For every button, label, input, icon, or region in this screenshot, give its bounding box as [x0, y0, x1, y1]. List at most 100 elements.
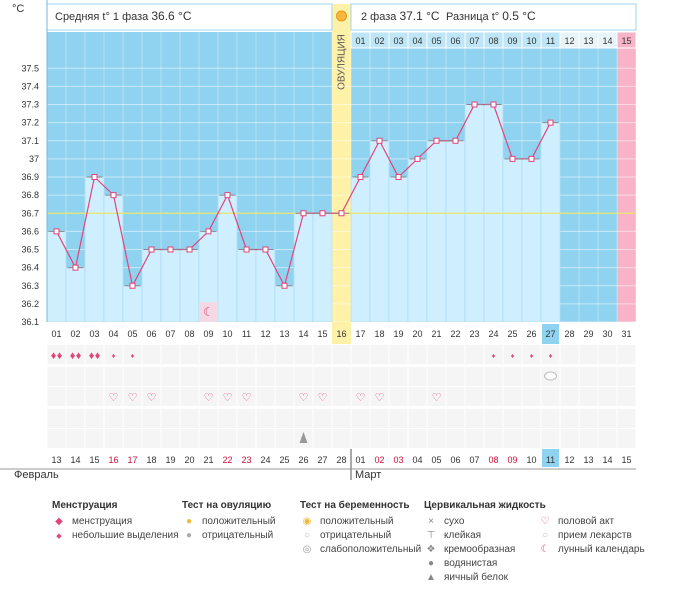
y-tick-label: 36.2 [21, 299, 39, 309]
temperature-bar [407, 158, 428, 323]
month-label-feb: Февраль [14, 469, 59, 481]
temperature-point [72, 264, 79, 271]
y-tick-label: 37.5 [21, 63, 39, 73]
symbol-cell [332, 387, 351, 406]
y-tick-label: 36.5 [21, 245, 39, 255]
y-tick-label: 36.6 [21, 226, 39, 236]
top-day-label: 02 [374, 36, 384, 46]
date-label: 25 [279, 455, 289, 465]
temperature-point [395, 174, 402, 180]
symbol-cell [66, 367, 85, 386]
date-label: 03 [393, 455, 403, 465]
symbol-cell [66, 387, 85, 406]
sun-icon [336, 10, 347, 22]
symbol-cell [389, 345, 408, 364]
date-label: 13 [51, 455, 61, 465]
spotting-drop-icon: ♦ [492, 353, 496, 360]
symbol-cell [199, 345, 218, 364]
temperature-point [91, 174, 98, 180]
symbol-cell [446, 387, 465, 406]
menstruation-drop-icon: ♦ [51, 350, 57, 362]
symbol-cell [503, 409, 522, 428]
spotting-drop-icon: ♦ [530, 353, 534, 360]
symbol-cell [256, 345, 275, 364]
symbol-cell [47, 387, 66, 406]
cycle-day-label: 26 [526, 329, 536, 339]
temperature-point [357, 174, 364, 180]
creamy-icon: ❖ [426, 544, 436, 555]
temperature-bar [179, 249, 200, 323]
cycle-day-label: 13 [279, 329, 289, 339]
heart-icon: ♡ [204, 392, 214, 404]
cycle-day-label: 01 [51, 329, 61, 339]
temperature-point [433, 137, 440, 144]
symbol-cell [218, 367, 237, 386]
symbol-cell [294, 345, 313, 364]
cycle-day-label: 10 [222, 329, 232, 339]
temperature-point [319, 210, 326, 217]
symbol-cell [237, 429, 256, 448]
symbol-cell [199, 409, 218, 428]
symbol-cell [427, 387, 446, 406]
legend-title: Цервикальная жидкость [424, 500, 546, 511]
pill-icon: ○ [541, 530, 549, 541]
temperature-point [167, 246, 174, 253]
moon-icon: ☾ [540, 544, 550, 555]
symbol-cell [446, 409, 465, 428]
symbol-cell [199, 429, 218, 448]
symbol-cell [389, 409, 408, 428]
top-day-label: 04 [412, 36, 422, 46]
temperature-bar [255, 249, 276, 323]
symbol-cell [408, 409, 427, 428]
sun-positive-icon: ● [185, 516, 193, 527]
symbol-cell [275, 387, 294, 406]
y-tick-label: 36.1 [21, 317, 39, 327]
heart-icon: ♡ [223, 392, 233, 404]
symbol-cell [237, 387, 256, 406]
date-label: 09 [507, 455, 517, 465]
date-label: 15 [621, 455, 631, 465]
symbol-cell [503, 387, 522, 406]
current-date-cell [542, 449, 559, 467]
symbol-cell [598, 387, 617, 406]
cycle-day-label: 07 [165, 329, 175, 339]
symbol-cell [579, 387, 598, 406]
top-day-label: 15 [621, 36, 631, 46]
symbol-cell [218, 409, 237, 428]
spotting-drop-icon: ♦ [511, 353, 515, 360]
symbol-cell [617, 429, 636, 448]
symbol-cell [370, 429, 389, 448]
sun-negative-icon: ● [185, 530, 193, 541]
symbol-cell [294, 367, 313, 386]
temperature-bar [426, 140, 447, 323]
date-label: 17 [127, 455, 137, 465]
temperature-bar [84, 176, 105, 323]
symbol-cell [617, 345, 636, 364]
date-label: 20 [184, 455, 194, 465]
temperature-bar [350, 176, 371, 323]
cycle-day-label: 08 [184, 329, 194, 339]
symbol-cell [85, 387, 104, 406]
eggwhite-icon [299, 432, 308, 443]
y-tick-label: 36.3 [21, 281, 39, 291]
heart-icon: ♡ [375, 392, 385, 404]
cycle-day-label: 27 [545, 329, 555, 339]
temperature-point [300, 210, 307, 217]
top-day-label: 08 [488, 36, 498, 46]
symbol-cell [484, 345, 503, 364]
test-positive-icon: ◉ [302, 516, 312, 527]
dry-icon: × [428, 516, 434, 527]
legend-other: ♡ половой акт ○ прием лекарств ☾ лунный кал… [538, 515, 645, 557]
symbol-cell [85, 367, 104, 386]
symbol-cell [237, 367, 256, 386]
sticky-icon: ⊤ [426, 530, 436, 541]
cycle-day-label: 14 [298, 329, 308, 339]
test-weak-icon: ◎ [302, 544, 312, 555]
symbol-cell [446, 345, 465, 364]
symbol-cell [85, 429, 104, 448]
cycle-day-label: 29 [583, 329, 593, 339]
symbol-cell [275, 409, 294, 428]
y-tick-label: 37.4 [21, 81, 39, 91]
symbol-cell [541, 409, 560, 428]
symbol-cell [161, 429, 180, 448]
